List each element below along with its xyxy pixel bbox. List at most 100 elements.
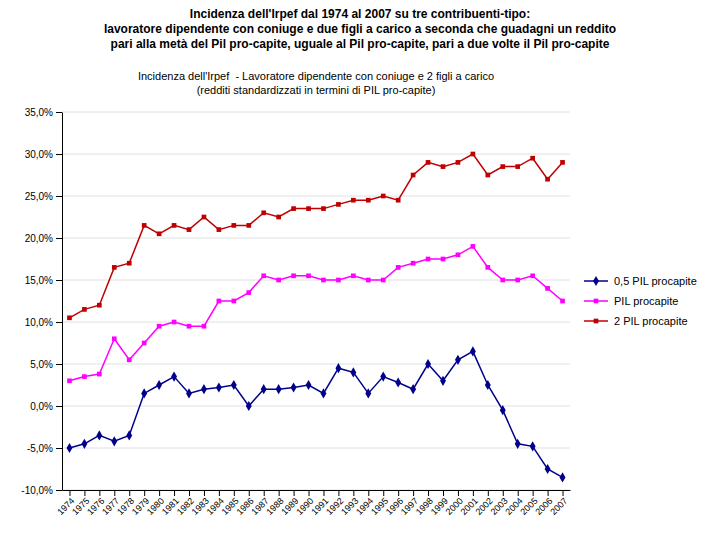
series-marker: [456, 252, 461, 257]
x-axis: 1974197519761977197819791980198119821983…: [55, 490, 570, 517]
tick-mark: [443, 490, 444, 496]
series-marker: [126, 430, 132, 440]
series-marker: [321, 206, 326, 211]
series-marker: [81, 439, 87, 449]
series-marker: [500, 278, 505, 283]
tick-mark: [548, 490, 549, 496]
series-marker: [471, 244, 476, 249]
chart: Incidenza dell'Irpef dal 1974 al 2007 su…: [0, 0, 720, 540]
series-marker: [202, 324, 207, 329]
series-marker: [112, 265, 117, 270]
series-marker: [217, 227, 222, 232]
series-marker: [395, 377, 401, 387]
tick-mark: [458, 490, 459, 496]
tick-label: 15,0%: [25, 275, 53, 286]
series-marker: [201, 384, 207, 394]
grid-line: [62, 112, 570, 113]
legend-marker: [593, 276, 599, 286]
grid-line: [62, 406, 570, 407]
series-marker: [202, 215, 207, 220]
series-marker: [186, 388, 192, 398]
tick-label: -10,0%: [21, 485, 53, 496]
subtitle: Incidenza dell'Irpef - Lavoratore dipend…: [138, 70, 494, 96]
series-marker: [231, 380, 237, 390]
series-marker: [306, 380, 312, 390]
y-tick: -10,0%: [21, 485, 62, 496]
tick-mark: [353, 490, 354, 496]
tick-mark: [56, 238, 62, 239]
title: Incidenza dell'Irpef dal 1974 al 2007 su…: [104, 7, 616, 51]
series-marker: [96, 430, 102, 440]
series-marker: [276, 384, 282, 394]
series-marker: [351, 273, 356, 278]
tick-mark: [56, 406, 62, 407]
legend-label: 0,5 PIL procapite: [614, 275, 697, 287]
y-tick: 30,0%: [25, 149, 62, 160]
series-marker: [306, 206, 311, 211]
series-line: [69, 154, 562, 318]
series-marker: [217, 299, 222, 304]
tick-mark: [503, 490, 504, 496]
tick-mark: [56, 196, 62, 197]
tick-mark: [56, 364, 62, 365]
tick-mark: [99, 490, 100, 496]
series-marker: [261, 273, 266, 278]
tick-mark: [398, 490, 399, 496]
grid-line: [62, 364, 570, 365]
tick-mark: [249, 490, 250, 496]
series-marker: [82, 374, 87, 379]
tick-mark: [144, 490, 145, 496]
series-marker: [350, 367, 356, 377]
series-marker: [455, 355, 461, 365]
series-marker: [261, 384, 267, 394]
series-marker: [142, 341, 147, 346]
plot-area: [67, 152, 566, 483]
series-marker: [545, 177, 550, 182]
series-marker: [172, 320, 177, 325]
tick-label: 0,0%: [30, 401, 53, 412]
tick-mark: [383, 490, 384, 496]
tick-label: 30,0%: [25, 149, 53, 160]
legend-label: PIL procapite: [614, 295, 678, 307]
series-marker: [67, 443, 73, 453]
series-marker: [381, 278, 386, 283]
series-marker: [545, 286, 550, 291]
tick-label: 10,0%: [25, 317, 53, 328]
series-marker: [366, 278, 371, 283]
series-marker: [411, 173, 416, 178]
legend-item: 0,5 PIL procapite: [584, 275, 697, 287]
series-marker: [142, 223, 147, 228]
tick-mark: [533, 490, 534, 496]
tick-label: 25,0%: [25, 191, 53, 202]
tick-mark: [114, 490, 115, 496]
grid-line: [62, 322, 570, 323]
series-marker: [276, 215, 281, 220]
series-marker: [336, 278, 341, 283]
tick-mark: [473, 490, 474, 496]
tick-mark: [279, 490, 280, 496]
tick-mark: [413, 490, 414, 496]
tick-mark: [264, 490, 265, 496]
grid-line: [62, 238, 570, 239]
series-marker: [157, 324, 162, 329]
series-marker: [410, 384, 416, 394]
series-marker: [426, 257, 431, 262]
series-marker: [515, 164, 520, 169]
y-tick: 15,0%: [25, 275, 62, 286]
series-marker: [156, 380, 162, 390]
tick-mark: [174, 490, 175, 496]
legend-label: 2 PIL procapite: [614, 315, 688, 327]
legend-item: PIL procapite: [584, 295, 678, 307]
series-marker: [141, 388, 147, 398]
tick-mark: [428, 490, 429, 496]
series-marker: [560, 160, 565, 165]
series-marker: [380, 372, 386, 382]
tick-mark: [56, 280, 62, 281]
series-marker: [112, 336, 117, 341]
tick-label: -5,0%: [27, 443, 53, 454]
tick-label: 35,0%: [25, 107, 53, 118]
series-marker: [456, 160, 461, 165]
series-marker: [127, 261, 132, 266]
series-marker: [246, 290, 251, 295]
series-line: [69, 246, 562, 380]
